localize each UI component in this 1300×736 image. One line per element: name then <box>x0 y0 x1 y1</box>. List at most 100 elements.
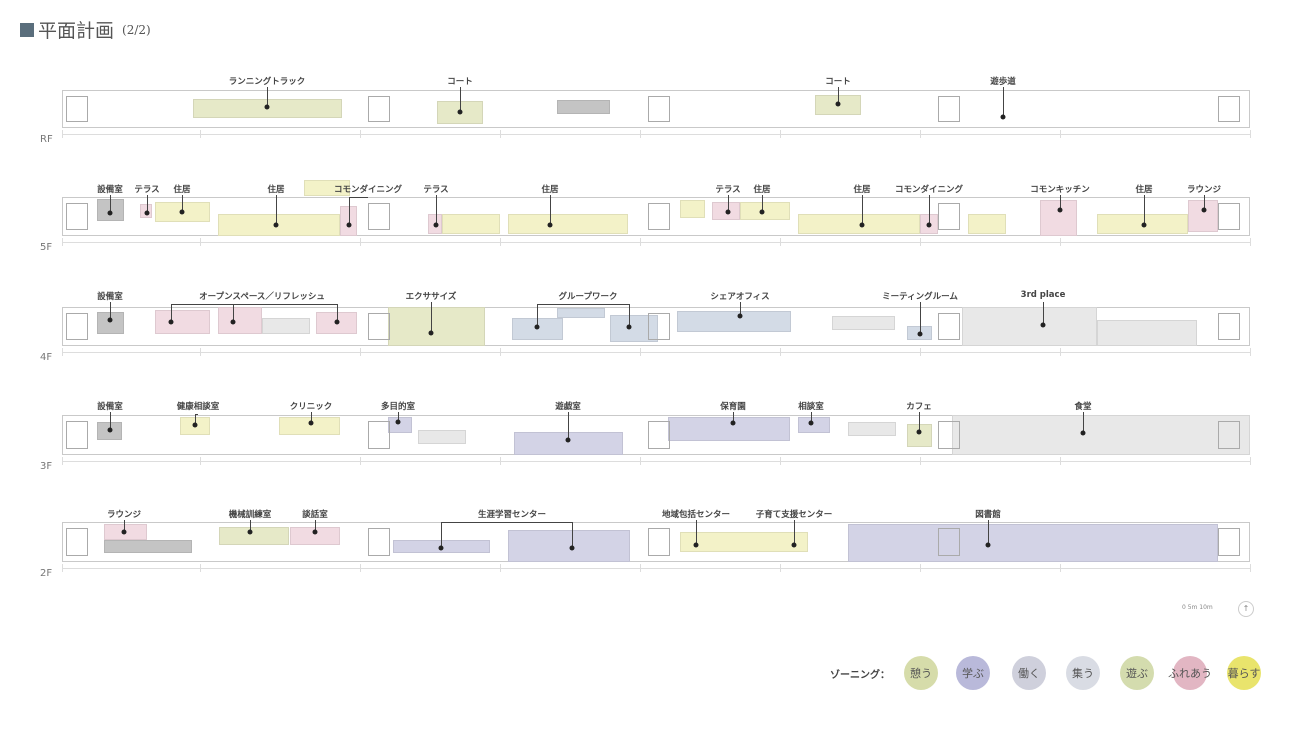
leader-line <box>349 197 368 198</box>
north-arrow-icon: ↑ <box>1238 601 1254 617</box>
room-marker-dot <box>693 542 699 548</box>
leader-line <box>171 304 172 322</box>
room-label: シェアオフィス <box>710 292 770 302</box>
room-marker-dot <box>107 317 113 323</box>
stair-core <box>368 203 390 230</box>
leader-line <box>337 304 338 322</box>
room-label: 遊歩道 <box>990 77 1016 87</box>
leader-line <box>147 195 148 213</box>
room-zone <box>848 422 896 436</box>
room-marker-dot <box>626 324 632 330</box>
dimension-line <box>62 461 1250 462</box>
room-label: コート <box>825 77 851 87</box>
room-marker-dot <box>569 545 575 551</box>
leader-line <box>728 195 729 212</box>
room-label: 住居 <box>753 185 771 195</box>
dimension-tick <box>920 457 921 465</box>
room-marker-dot <box>917 331 923 337</box>
dimension-tick <box>1250 457 1251 465</box>
room-label: 相談室 <box>798 402 824 412</box>
legend-item-6: 暮らす <box>1227 656 1261 690</box>
room-marker-dot <box>395 419 401 425</box>
room-label: テラス <box>715 185 741 195</box>
leader-line <box>441 522 442 548</box>
room-zone <box>798 417 830 433</box>
room-zone <box>262 318 310 334</box>
leader-line <box>1003 87 1004 117</box>
dimension-tick <box>500 564 501 572</box>
room-label: コモンキッチン <box>1030 185 1090 195</box>
room-label: 住居 <box>267 185 285 195</box>
floor-label-3f: 3F <box>40 461 53 472</box>
leader-line <box>537 304 629 305</box>
dimension-tick <box>640 348 641 356</box>
room-label: 保育園 <box>720 402 746 412</box>
room-zone <box>680 200 705 218</box>
floor-label-5f: 5F <box>40 242 53 253</box>
room-marker-dot <box>428 330 434 336</box>
room-marker-dot <box>1141 222 1147 228</box>
room-zone <box>442 214 500 234</box>
leader-line <box>537 304 538 327</box>
room-zone <box>340 206 357 236</box>
leader-line <box>276 195 277 225</box>
stair-core <box>938 528 960 556</box>
room-marker-dot <box>985 542 991 548</box>
dimension-tick <box>1060 238 1061 246</box>
stair-core <box>648 421 670 449</box>
legend-item-5: ふれあう <box>1168 656 1212 690</box>
stair-core <box>66 203 88 230</box>
leader-line <box>171 304 337 305</box>
room-marker-dot <box>457 109 463 115</box>
dimension-tick <box>500 238 501 246</box>
leader-line <box>1083 412 1084 433</box>
room-marker-dot <box>565 437 571 443</box>
dimension-tick <box>1060 457 1061 465</box>
room-zone <box>557 100 610 114</box>
floor-label-4f: 4F <box>40 352 53 363</box>
room-marker-dot <box>346 222 352 228</box>
room-marker-dot <box>759 209 765 215</box>
stair-core <box>66 421 88 449</box>
dimension-tick <box>200 238 201 246</box>
room-label: ミーティングルーム <box>882 292 958 302</box>
room-marker-dot <box>230 319 236 325</box>
legend-item-3: 集う <box>1066 656 1100 690</box>
leader-line <box>110 302 111 320</box>
title-text: 平面計画 <box>38 20 115 42</box>
leader-line <box>349 197 350 225</box>
room-label: コモンダイニング <box>333 185 403 195</box>
room-marker-dot <box>107 210 113 216</box>
dimension-tick <box>200 457 201 465</box>
room-marker-dot <box>273 222 279 228</box>
dimension-tick <box>360 238 361 246</box>
leader-line <box>398 412 399 422</box>
leader-line <box>431 302 432 333</box>
dimension-tick <box>1060 348 1061 356</box>
dimension-tick <box>200 130 201 138</box>
dimension-tick <box>500 348 501 356</box>
dimension-tick <box>920 564 921 572</box>
stair-core <box>1218 528 1240 556</box>
room-marker-dot <box>144 210 150 216</box>
room-label: 多目的室 <box>380 402 416 412</box>
room-label: 住居 <box>1135 185 1153 195</box>
dimension-tick <box>1060 564 1061 572</box>
leader-line <box>988 520 989 545</box>
dimension-tick <box>500 130 501 138</box>
stair-core <box>66 96 88 122</box>
scale-bar: 0 5m 10m <box>1182 604 1213 611</box>
room-label: カフェ <box>906 402 932 412</box>
dimension-tick <box>360 348 361 356</box>
stair-core <box>368 421 390 449</box>
dimension-tick <box>360 457 361 465</box>
room-label: 子育て支援センター <box>755 510 833 520</box>
room-zone <box>104 540 192 553</box>
room-marker-dot <box>312 529 318 535</box>
legend-item-2: 働く <box>1012 656 1046 690</box>
leader-line <box>929 195 930 225</box>
dimension-tick <box>780 457 781 465</box>
room-zone <box>219 527 289 545</box>
leader-line <box>250 520 251 532</box>
room-label: 設備室 <box>97 185 123 195</box>
